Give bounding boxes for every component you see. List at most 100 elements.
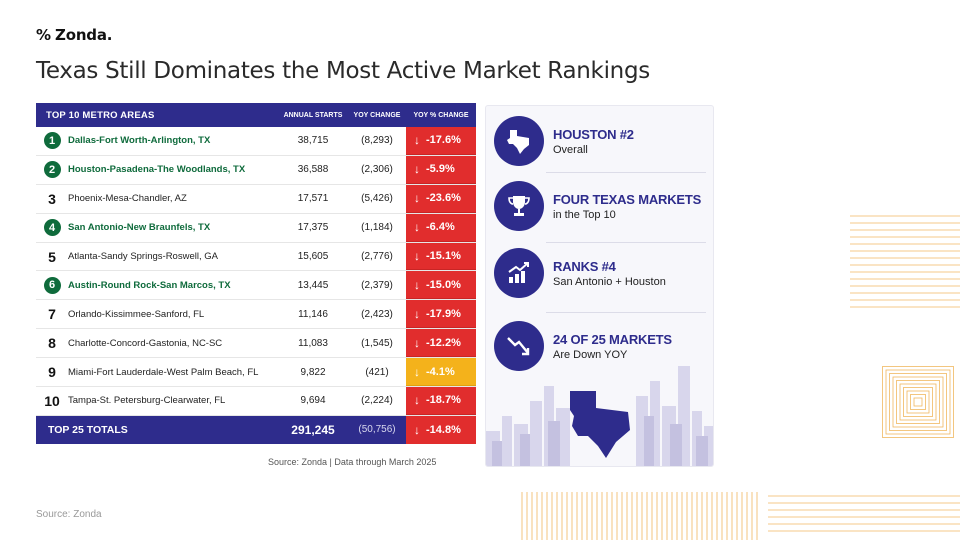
declining-chart-icon [494, 321, 544, 371]
table-row: 1 Dallas-Fort Worth-Arlington, TX 38,715 (8… [36, 127, 476, 156]
separator [546, 242, 706, 243]
yoy-change: (2,306) [361, 164, 393, 176]
yoy-change: (1,184) [361, 222, 393, 234]
annual-starts: 36,588 [297, 164, 329, 176]
zonda-logo-mark: % [36, 26, 52, 44]
yoy-pct-change: ↓ -18.7% [406, 387, 476, 415]
yoy-pct-value: -23.6% [426, 192, 461, 205]
yoy-pct-value: -5.9% [426, 163, 455, 176]
table-row: 7 Orlando-Kissimmee-Sanford, FL 11,146 (2,4… [36, 300, 476, 330]
yoy-change: (2,224) [361, 395, 393, 407]
rank-number: 5 [48, 248, 56, 265]
down-arrow-icon: ↓ [414, 422, 420, 437]
yoy-change: (421) [365, 366, 389, 378]
totals-pct: ↓ -14.8% [406, 415, 476, 444]
annual-starts: 11,146 [298, 308, 328, 320]
yoy-pct-value: -15.1% [426, 250, 461, 262]
zonda-logo-text: Zonda. [55, 26, 113, 44]
table-row: 9 Miami-Fort Lauderdale-West Palm Beach, … [36, 358, 476, 388]
metro-name: Charlotte-Concord-Gastonia, NC-SC [68, 337, 223, 349]
metro-name: Phoenix-Mesa-Chandler, AZ [68, 193, 187, 205]
highlight-ranks-4-head: RANKS #4 [553, 258, 616, 274]
highlight-houston-sub: Overall [553, 143, 588, 156]
annual-starts: 38,715 [297, 135, 329, 147]
texas-skyline-illustration [486, 366, 713, 466]
table-body: 1 Dallas-Fort Worth-Arlington, TX 38,715 (8… [36, 127, 476, 416]
footer-source: Source: Zonda [36, 509, 102, 520]
rank-cell: 2 [36, 161, 68, 179]
rank-number: 2 [43, 161, 61, 179]
highlight-four-markets-sub: in the Top 10 [553, 208, 616, 221]
rank-cell: 5 [36, 249, 68, 265]
yoy-change: (8,293) [361, 135, 393, 147]
yoy-change: (5,426) [361, 193, 393, 205]
rank-cell: 1 [36, 132, 68, 150]
highlight-houston-head: HOUSTON #2 [553, 126, 634, 142]
down-arrow-icon: ↓ [414, 364, 420, 379]
annual-starts: 9,822 [300, 366, 326, 378]
texas-icon [494, 116, 544, 166]
table-row: 2 Houston-Pasadena-The Woodlands, TX 36,58… [36, 155, 476, 185]
metro-name: Orlando-Kissimmee-Sanford, FL [68, 308, 205, 320]
highlight-ranks-4: RANKS #4 San Antonio + Houston [494, 248, 706, 298]
highlight-ranks-4-sub: San Antonio + Houston [553, 275, 666, 288]
yoy-change: (2,776) [361, 251, 393, 262]
down-arrow-icon: ↓ [414, 249, 420, 263]
annual-starts: 17,571 [297, 193, 329, 205]
highlight-markets-down: 24 OF 25 MARKETS Are Down YOY [494, 321, 706, 371]
annual-starts: 17,375 [297, 222, 329, 234]
metro-name: San Antonio-New Braunfels, TX [68, 222, 211, 234]
metro-name: Houston-Pasadena-The Woodlands, TX [68, 164, 246, 176]
table-row: 8 Charlotte-Concord-Gastonia, NC-SC 11,083… [36, 329, 476, 359]
zonda-logo: % Zonda. [36, 26, 112, 44]
rank-number: 9 [48, 364, 56, 381]
yoy-pct-value: -17.6% [426, 134, 461, 147]
table-row: 3 Phoenix-Mesa-Chandler, AZ 17,571 (5,426) ↓… [36, 184, 476, 214]
rank-number: 10 [44, 392, 60, 409]
metro-rankings-table: TOP 10 METRO AREAS ANNUAL STARTS YOY CHA… [36, 103, 476, 444]
yoy-pct-change: ↓ -4.1% [406, 358, 476, 387]
highlight-houston: HOUSTON #2 Overall [494, 116, 706, 166]
trophy-icon [494, 181, 544, 231]
rank-cell: 9 [36, 364, 68, 380]
yoy-pct-change: ↓ -15.0% [406, 271, 476, 300]
rank-cell: 10 [36, 393, 68, 409]
rank-cell: 6 [36, 276, 68, 294]
yoy-pct-change: ↓ -12.2% [406, 329, 476, 358]
metro-name: Atlanta-Sandy Springs-Roswell, GA [68, 251, 218, 262]
metro-name: Austin-Round Rock-San Marcos, TX [68, 279, 231, 291]
rank-number: 7 [48, 306, 56, 323]
down-arrow-icon: ↓ [414, 191, 420, 206]
rank-number: 4 [43, 219, 61, 237]
totals-starts: 291,245 [291, 422, 335, 437]
totals-pct-value: -14.8% [426, 423, 461, 436]
rank-number: 6 [43, 276, 61, 294]
totals-label: TOP 25 TOTALS [48, 423, 128, 436]
header-annual-starts: ANNUAL STARTS [283, 111, 343, 119]
down-arrow-icon: ↓ [414, 162, 420, 177]
rank-cell: 7 [36, 306, 68, 322]
rank-cell: 4 [36, 219, 68, 237]
table-row: 5 Atlanta-Sandy Springs-Roswell, GA 15,605… [36, 242, 476, 272]
yoy-pct-value: -17.9% [426, 307, 461, 320]
metro-name: Miami-Fort Lauderdale-West Palm Beach, F… [68, 366, 259, 378]
table-row: 6 Austin-Round Rock-San Marcos, TX 13,445 (… [36, 271, 476, 301]
yoy-pct-change: ↓ -15.1% [406, 242, 476, 271]
table-header: TOP 10 METRO AREAS ANNUAL STARTS YOY CHA… [36, 103, 476, 127]
highlights-panel: HOUSTON #2 Overall FOUR TEXAS MARKETS in… [485, 105, 714, 467]
rank-cell: 8 [36, 335, 68, 351]
yoy-pct-change: ↓ -5.9% [406, 155, 476, 184]
separator [546, 312, 706, 313]
metro-name: Tampa-St. Petersburg-Clearwater, FL [68, 395, 226, 407]
yoy-pct-change: ↓ -23.6% [406, 184, 476, 213]
slide-title: Texas Still Dominates the Most Active Ma… [36, 58, 650, 84]
annual-starts: 11,083 [298, 337, 328, 349]
annual-starts: 15,605 [297, 251, 329, 262]
down-arrow-icon: ↓ [414, 133, 420, 148]
header-yoy-change: YOY CHANGE [353, 111, 401, 119]
yoy-pct-value: -6.4% [426, 221, 455, 234]
yoy-pct-change: ↓ -6.4% [406, 213, 476, 242]
yoy-pct-value: -4.1% [426, 365, 455, 378]
metro-name: Dallas-Fort Worth-Arlington, TX [68, 135, 211, 147]
down-arrow-icon: ↓ [414, 306, 420, 321]
